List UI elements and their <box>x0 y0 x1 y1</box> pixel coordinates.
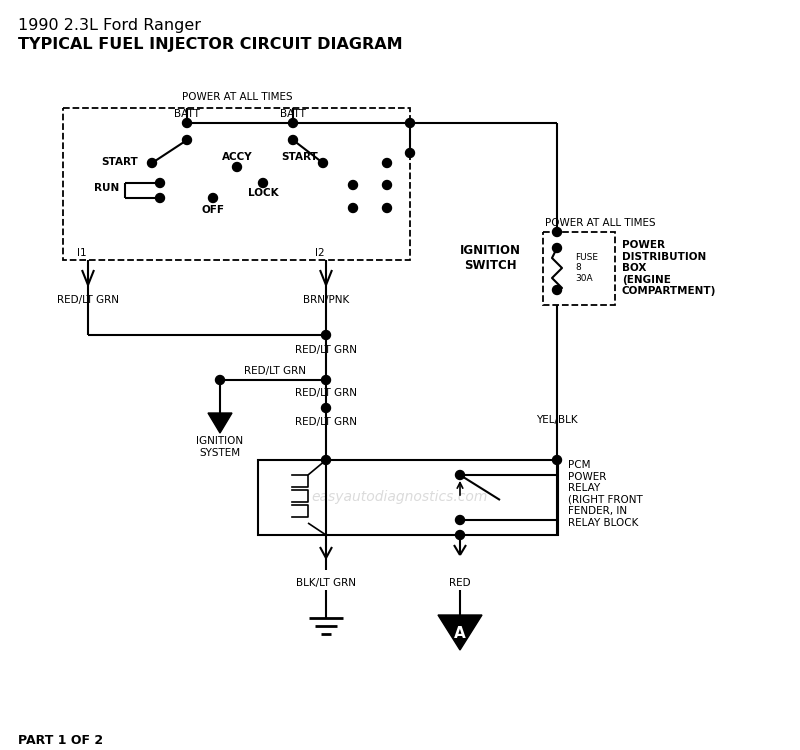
Text: I1: I1 <box>77 248 87 258</box>
Text: RED/LT GRN: RED/LT GRN <box>57 295 119 305</box>
Text: RED/LT GRN: RED/LT GRN <box>295 388 357 398</box>
Circle shape <box>215 376 225 385</box>
Circle shape <box>455 530 465 539</box>
Text: PCM
POWER
RELAY
(RIGHT FRONT
FENDER, IN
RELAY BLOCK: PCM POWER RELAY (RIGHT FRONT FENDER, IN … <box>568 460 642 528</box>
Circle shape <box>553 455 562 464</box>
Text: RED/LT GRN: RED/LT GRN <box>295 417 357 427</box>
Circle shape <box>318 158 327 167</box>
Circle shape <box>182 136 191 145</box>
Text: TYPICAL FUEL INJECTOR CIRCUIT DIAGRAM: TYPICAL FUEL INJECTOR CIRCUIT DIAGRAM <box>18 37 402 52</box>
Circle shape <box>233 163 242 172</box>
Circle shape <box>258 178 267 188</box>
Text: 1990 2.3L Ford Ranger: 1990 2.3L Ford Ranger <box>18 18 201 33</box>
Text: easyautodiagnostics.com: easyautodiagnostics.com <box>312 490 488 504</box>
Polygon shape <box>438 615 482 650</box>
Bar <box>258 460 558 535</box>
Circle shape <box>147 158 157 167</box>
Circle shape <box>322 404 330 412</box>
Text: RED: RED <box>449 578 471 588</box>
Text: POWER AT ALL TIMES: POWER AT ALL TIMES <box>182 92 292 102</box>
Circle shape <box>382 181 391 190</box>
Text: RED/LT GRN: RED/LT GRN <box>244 366 306 376</box>
Text: START: START <box>102 157 138 167</box>
Text: PART 1 OF 2: PART 1 OF 2 <box>18 734 103 746</box>
Circle shape <box>155 194 165 202</box>
Text: POWER
DISTRIBUTION
BOX
(ENGINE
COMPARTMENT): POWER DISTRIBUTION BOX (ENGINE COMPARTME… <box>622 240 716 296</box>
Text: RED/LT GRN: RED/LT GRN <box>295 345 357 355</box>
Circle shape <box>406 148 414 158</box>
Circle shape <box>349 203 358 212</box>
Text: BLK/LT GRN: BLK/LT GRN <box>296 578 356 588</box>
Text: LOCK: LOCK <box>248 188 278 198</box>
Polygon shape <box>208 413 232 433</box>
Circle shape <box>553 286 562 295</box>
Circle shape <box>455 470 465 479</box>
Text: A: A <box>454 626 466 640</box>
Text: YEL/BLK: YEL/BLK <box>536 415 578 425</box>
Text: BATT: BATT <box>174 109 200 119</box>
Circle shape <box>322 331 330 340</box>
Text: START: START <box>282 152 318 162</box>
Bar <box>543 232 615 305</box>
Circle shape <box>209 194 218 202</box>
Circle shape <box>182 118 191 128</box>
Circle shape <box>553 244 562 253</box>
Circle shape <box>289 118 298 128</box>
Circle shape <box>289 136 298 145</box>
Text: ACCY: ACCY <box>222 152 252 162</box>
Text: OFF: OFF <box>202 205 225 215</box>
Bar <box>63 108 410 260</box>
Circle shape <box>553 227 562 236</box>
Text: FUSE
8
30A: FUSE 8 30A <box>575 253 598 283</box>
Circle shape <box>155 178 165 188</box>
Circle shape <box>455 515 465 524</box>
Text: BRN/PNK: BRN/PNK <box>303 295 349 305</box>
Text: POWER AT ALL TIMES: POWER AT ALL TIMES <box>545 218 655 228</box>
Text: BATT: BATT <box>280 109 306 119</box>
Circle shape <box>406 118 414 128</box>
Text: IGNITION
SYSTEM: IGNITION SYSTEM <box>197 436 243 457</box>
Text: IGNITION
SWITCH: IGNITION SWITCH <box>459 244 521 272</box>
Circle shape <box>382 158 391 167</box>
Circle shape <box>322 376 330 385</box>
Text: I2: I2 <box>315 248 325 258</box>
Circle shape <box>322 455 330 464</box>
Circle shape <box>382 203 391 212</box>
Text: RUN: RUN <box>94 183 120 193</box>
Circle shape <box>349 181 358 190</box>
